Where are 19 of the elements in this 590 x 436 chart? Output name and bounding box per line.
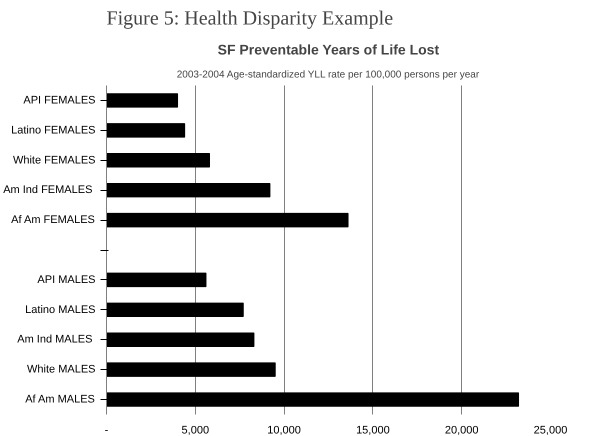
x-tick-label: 5,000 — [182, 424, 210, 436]
y-tick-label: API MALES — [37, 274, 96, 286]
caption: Figure 5: Health Disparity Example — [106, 8, 394, 30]
x-tick-label: 15,000 — [356, 424, 390, 436]
y-tick-label: Latino MALES — [25, 304, 96, 316]
y-tick-label: White FEMALES — [12, 154, 96, 166]
chart-title: SF Preventable Years of Life Lost — [218, 42, 440, 58]
y-tick-label: API FEMALES — [23, 94, 96, 106]
x-tick-label: 25,000 — [534, 424, 568, 436]
y-tick-label: Af Am MALES — [25, 394, 95, 406]
y-tick-label: Am Ind FEMALES — [3, 184, 92, 196]
y-tick-label: Af Am FEMALES — [11, 214, 95, 226]
y-tick-label: White MALES — [27, 364, 96, 376]
x-tick-label: 10,000 — [267, 424, 301, 436]
y-tick-label: Am Ind MALES — [17, 334, 92, 346]
chart-subtitle: 2003-2004 Age-standardized YLL rate per 100,000 persons per year — [176, 70, 480, 80]
x-tick-label: 20,000 — [444, 424, 479, 436]
y-tick-label: Latino FEMALES — [11, 124, 96, 136]
x-tick-label: - — [104, 424, 109, 436]
